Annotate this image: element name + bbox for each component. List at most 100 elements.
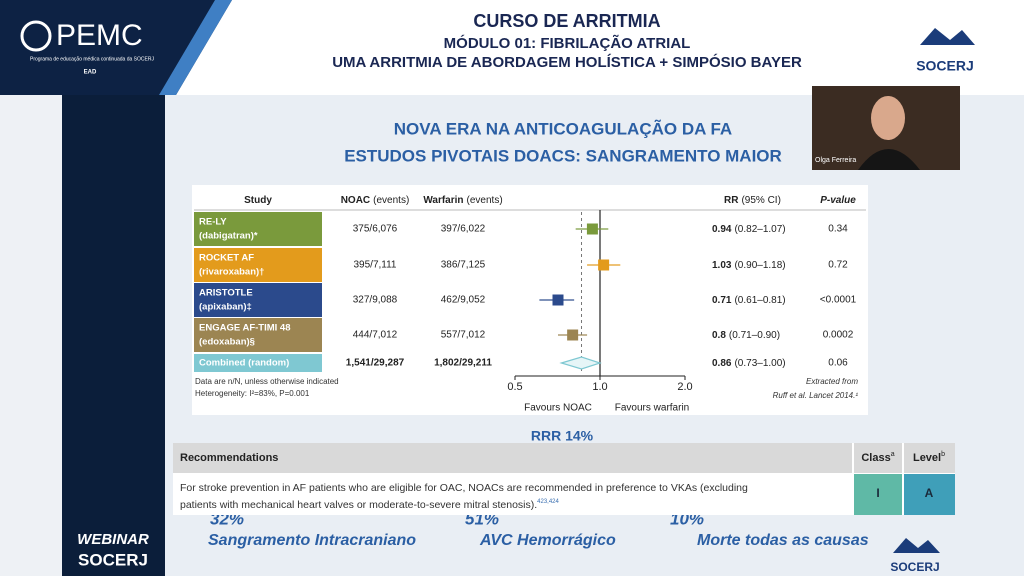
logo-left-icon bbox=[20, 20, 52, 52]
rr-marker bbox=[586, 223, 598, 235]
logo-left: PEMC bbox=[56, 19, 143, 52]
warfarin-events: 397/6,022 bbox=[441, 224, 486, 235]
rec-text: For stroke prevention in AF patients who… bbox=[180, 482, 748, 494]
noac-events: 1,541/29,287 bbox=[346, 358, 405, 369]
source: Ruff et al. Lancet 2014.¹ bbox=[773, 391, 859, 400]
webcam-face bbox=[871, 96, 905, 140]
study-cell bbox=[194, 212, 322, 246]
rr-ci: (0.82–1.07) bbox=[734, 224, 785, 235]
study-cell bbox=[194, 354, 322, 372]
header-module: MÓDULO 01: FIBRILAÇÃO ATRIAL bbox=[444, 34, 691, 52]
study-name: ARISTOTLE bbox=[199, 288, 253, 299]
favours-label: Favours warfarin bbox=[615, 403, 689, 414]
sidebar bbox=[62, 95, 165, 576]
favours-label: Favours NOAC bbox=[524, 403, 592, 414]
rec-col-sup: b bbox=[941, 451, 945, 458]
rec-text-line: patients with mechanical heart valves or… bbox=[180, 499, 537, 511]
p-value: 0.34 bbox=[828, 224, 848, 235]
header-stripe bbox=[159, 0, 232, 95]
rr-cell: 0.71 (0.61–0.81) bbox=[712, 295, 786, 306]
class-value: I bbox=[876, 486, 879, 500]
rr-cell: 0.8 (0.71–0.90) bbox=[712, 330, 780, 341]
footnote: Heterogeneity: I²=83%, P=0.001 bbox=[195, 389, 310, 398]
pooled-diamond bbox=[559, 356, 602, 370]
webcam-name: Olga Ferreira bbox=[815, 157, 856, 164]
rr-value: 0.8 bbox=[712, 330, 726, 341]
header-course: CURSO DE ARRITMIA bbox=[473, 11, 660, 31]
stat-label: Sangramento Intracraniano bbox=[208, 532, 416, 549]
ead-label: EAD bbox=[84, 70, 97, 76]
stat-label: Morte todas as causas bbox=[697, 532, 869, 549]
rr-cell: 0.94 (0.82–1.07) bbox=[712, 224, 786, 235]
rec-col-header: Levelb bbox=[913, 451, 945, 464]
warfarin-events: 386/7,125 bbox=[441, 260, 486, 271]
rec-text: patients with mechanical heart valves or… bbox=[180, 499, 560, 511]
logo-right: SOCERJ bbox=[916, 58, 974, 74]
class-cell bbox=[854, 474, 902, 515]
logo-right-icon bbox=[920, 28, 975, 45]
x-tick-label: 2.0 bbox=[677, 381, 692, 393]
logo-left-caption: Programa de educação médica continuada d… bbox=[30, 56, 154, 62]
webcam-body bbox=[858, 149, 920, 170]
footnote: Data are n/N, unless otherwise indicated bbox=[195, 377, 339, 386]
rr-marker bbox=[552, 294, 564, 306]
study-name: ROCKET AF bbox=[199, 253, 254, 264]
rr-ci: (0.73–1.00) bbox=[734, 358, 785, 369]
column-header: NOAC (events) bbox=[341, 195, 410, 206]
rr-value: 0.86 bbox=[712, 358, 732, 369]
study-drug: (edoxaban)§ bbox=[199, 337, 255, 348]
p-value: <0.0001 bbox=[820, 295, 857, 306]
sidebar-line2: SOCERJ bbox=[78, 550, 148, 569]
p-value: 0.72 bbox=[828, 260, 848, 271]
rec-col-sup: a bbox=[891, 451, 895, 458]
logo-bottom-icon bbox=[893, 538, 940, 553]
column-note: (events) bbox=[467, 195, 503, 206]
column-header: Study bbox=[244, 195, 272, 206]
sidebar-line1: WEBINAR bbox=[77, 531, 149, 548]
rec-col-title: Class bbox=[861, 452, 890, 464]
study-name: ENGAGE AF-TIMI 48 bbox=[199, 323, 291, 334]
study-drug: (apixaban)‡ bbox=[199, 302, 252, 313]
rr-cell: 0.86 (0.73–1.00) bbox=[712, 358, 786, 369]
rr-value: 0.94 bbox=[712, 224, 732, 235]
noac-events: 444/7,012 bbox=[353, 330, 398, 341]
study-name: RE-LY bbox=[199, 217, 227, 228]
x-tick-label: 0.5 bbox=[507, 381, 522, 393]
header-subtitle: UMA ARRITMIA DE ABORDAGEM HOLÍSTICA + SI… bbox=[332, 53, 802, 71]
study-drug: (dabigatran)* bbox=[199, 231, 258, 242]
level-value: A bbox=[925, 486, 934, 500]
noac-events: 395/7,111 bbox=[353, 260, 396, 271]
study-cell bbox=[194, 283, 322, 317]
rec-header-row bbox=[173, 443, 955, 473]
column-header: RR (95% CI) bbox=[724, 195, 781, 206]
column-header: Warfarin (events) bbox=[423, 195, 502, 206]
column-title: RR bbox=[724, 195, 739, 206]
rr-marker bbox=[598, 259, 610, 271]
rec-col-title: Level bbox=[913, 452, 941, 464]
column-title: Study bbox=[244, 195, 272, 206]
p-value: 0.06 bbox=[828, 358, 848, 369]
rr-value: 0.71 bbox=[712, 295, 732, 306]
column-note: (events) bbox=[373, 195, 409, 206]
slide-title: NOVA ERA NA ANTICOAGULAÇÃO DA FA bbox=[394, 118, 732, 138]
rr-ci: (0.90–1.18) bbox=[734, 260, 785, 271]
rr-ci: (0.71–0.90) bbox=[729, 330, 780, 341]
slide-logo: SOCERJ bbox=[890, 560, 939, 574]
column-title: NOAC bbox=[341, 195, 370, 206]
warfarin-events: 1,802/29,211 bbox=[434, 358, 492, 369]
x-tick-label: 1.0 bbox=[592, 381, 607, 393]
warfarin-events: 557/7,012 bbox=[441, 330, 486, 341]
rec-refs: 423,424 bbox=[537, 499, 559, 505]
study-drug: (rivaroxaban)† bbox=[199, 267, 264, 278]
column-note: (95% CI) bbox=[741, 195, 780, 206]
column-header: P-value bbox=[820, 195, 856, 206]
rec-col-header: Classa bbox=[861, 451, 894, 464]
slide-title: ESTUDOS PIVOTAIS DOACS: SANGRAMENTO MAIO… bbox=[344, 146, 782, 165]
rrr-label: RRR 14% bbox=[531, 428, 594, 444]
rec-header: Recommendations bbox=[180, 452, 278, 464]
rr-value: 1.03 bbox=[712, 260, 732, 271]
stat-label: AVC Hemorrágico bbox=[479, 532, 616, 549]
rec-body-row bbox=[173, 473, 955, 515]
